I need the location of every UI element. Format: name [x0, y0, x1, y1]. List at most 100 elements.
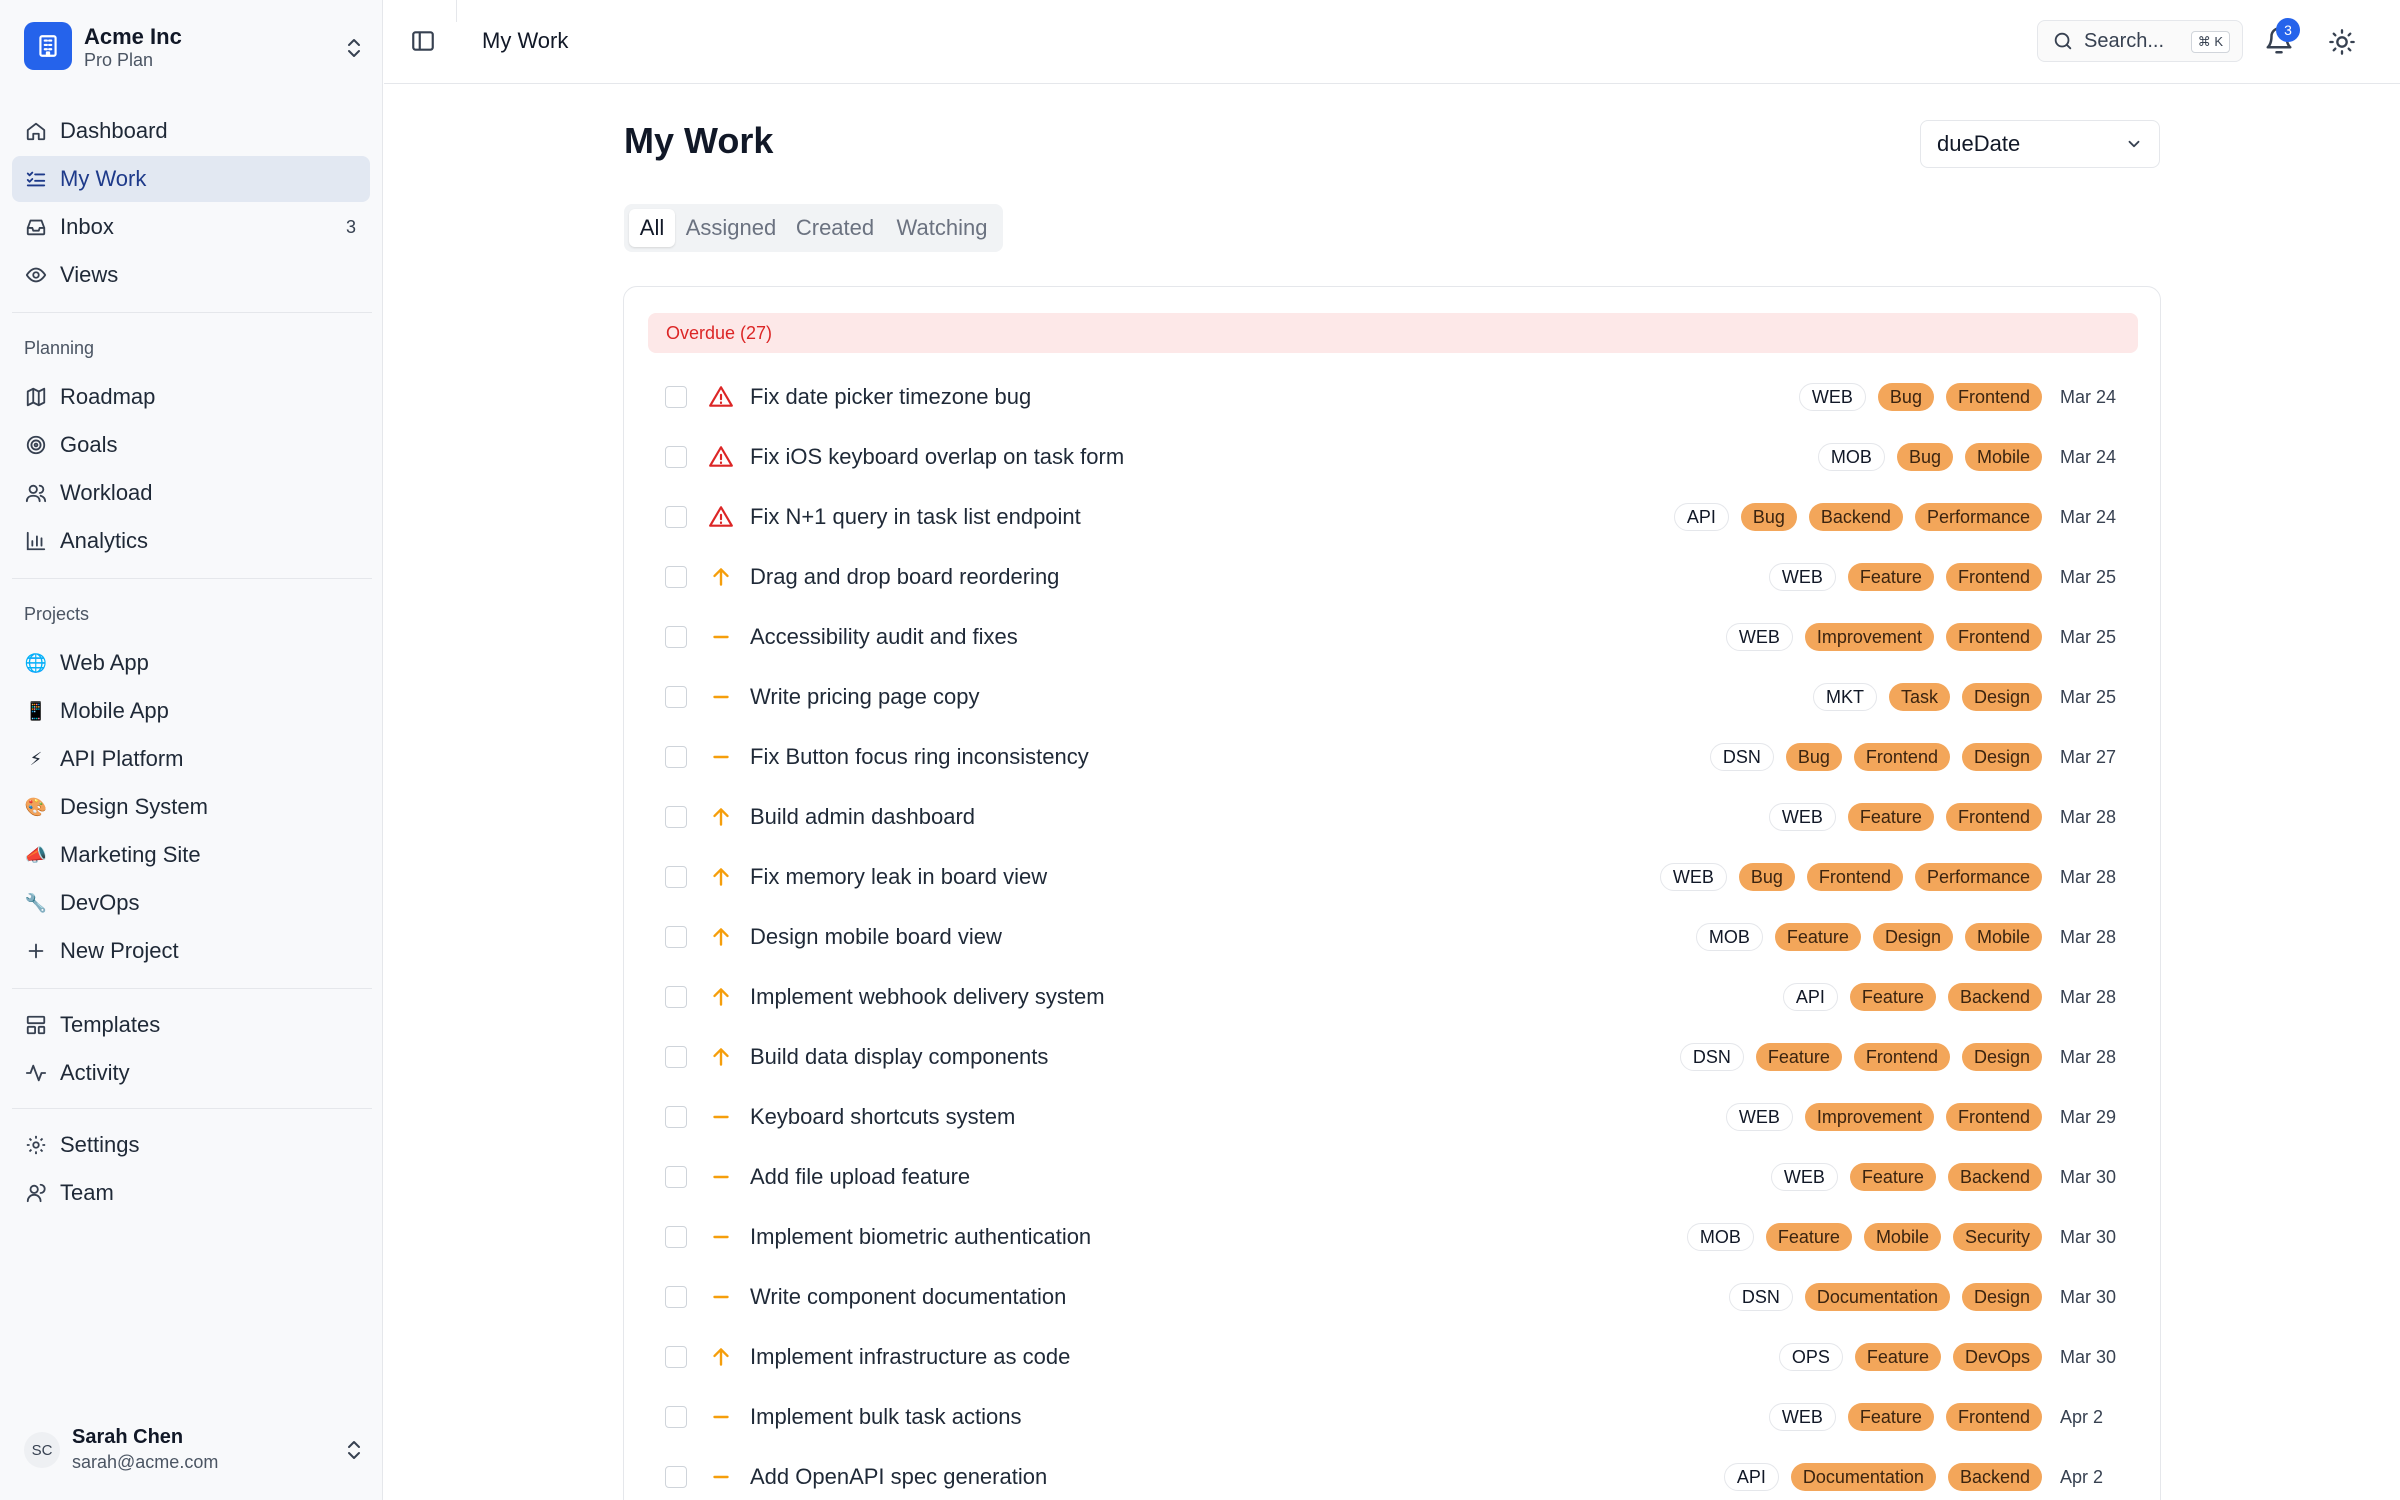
task-checkbox[interactable] — [665, 1406, 687, 1428]
task-checkbox[interactable] — [665, 506, 687, 528]
sidebar-item-my-work[interactable]: My Work — [12, 156, 370, 202]
task-row[interactable]: Build admin dashboard WEB Feature Frontend M… — [624, 787, 2162, 847]
tab-all[interactable]: All — [629, 209, 675, 247]
task-row[interactable]: Fix Button focus ring inconsistency DSN Bu… — [624, 727, 2162, 787]
sun-icon[interactable] — [2328, 28, 2356, 56]
group-header-overdue[interactable]: Overdue (27) — [648, 313, 2138, 353]
task-title[interactable]: Implement biometric authentication — [750, 1224, 1092, 1249]
task-title[interactable]: Accessibility audit and fixes — [750, 624, 1018, 649]
task-checkbox[interactable] — [665, 1046, 687, 1068]
sidebar-item-project-api-platform[interactable]: ⚡ API Platform — [12, 736, 370, 782]
task-title[interactable]: Fix Button focus ring inconsistency — [750, 744, 1089, 769]
task-title[interactable]: Implement bulk task actions — [750, 1404, 1022, 1429]
user-menu[interactable]: SC Sarah Chen sarah@acme.com — [24, 1426, 364, 1478]
task-checkbox[interactable] — [665, 806, 687, 828]
task-title[interactable]: Fix memory leak in board view — [750, 864, 1048, 889]
task-row[interactable]: Implement infrastructure as code OPS Featu… — [624, 1327, 2162, 1387]
task-title[interactable]: Add file upload feature — [750, 1164, 971, 1189]
task-row[interactable]: Fix memory leak in board view WEB Bug Front… — [624, 847, 2162, 907]
task-checkbox[interactable] — [665, 386, 687, 408]
sidebar-item-project-marketing-site[interactable]: 📣 Marketing Site — [12, 832, 370, 878]
task-row[interactable]: Fix N+1 query in task list endpoint API Bu… — [624, 487, 2162, 547]
task-title[interactable]: Write pricing page copy — [750, 684, 980, 709]
task-row[interactable]: Implement bulk task actions WEB Feature Fro… — [624, 1387, 2162, 1447]
task-row[interactable]: Implement webhook delivery system API Feat… — [624, 967, 2162, 1027]
task-title[interactable]: Fix iOS keyboard overlap on task form — [750, 444, 1125, 469]
task-title[interactable]: Keyboard shortcuts system — [750, 1104, 1016, 1129]
task-checkbox[interactable] — [665, 1106, 687, 1128]
task-row[interactable]: Add OpenAPI spec generation API Documentat… — [624, 1447, 2162, 1500]
sidebar-item-project-web-app[interactable]: 🌐 Web App — [12, 640, 370, 686]
task-title[interactable]: Fix date picker timezone bug — [750, 384, 1032, 409]
task-title[interactable]: Fix N+1 query in task list endpoint — [750, 504, 1081, 529]
task-checkbox[interactable] — [665, 626, 687, 648]
task-title[interactable]: Implement infrastructure as code — [750, 1344, 1071, 1369]
task-row[interactable]: Implement biometric authentication MOB Fea… — [624, 1207, 2162, 1267]
sidebar-item-inbox[interactable]: Inbox 3 — [12, 204, 370, 250]
sidebar-item-project-devops[interactable]: 🔧 DevOps — [12, 880, 370, 926]
task-title[interactable]: Drag and drop board reordering — [750, 564, 1060, 589]
sidebar-item-label: Views — [60, 262, 119, 287]
task-title[interactable]: Design mobile board view — [750, 924, 1002, 949]
task-row[interactable]: Write component documentation DSN Document… — [624, 1267, 2162, 1327]
label-badge: Backend — [1947, 1463, 2042, 1491]
task-checkbox[interactable] — [665, 446, 687, 468]
label-badge: Improvement — [1804, 623, 1934, 651]
sidebar-item-activity[interactable]: Activity — [12, 1050, 370, 1096]
task-row[interactable]: Add file upload feature WEB Feature Backend… — [624, 1147, 2162, 1207]
task-row[interactable]: Accessibility audit and fixes WEB Improvem… — [624, 607, 2162, 667]
label-badge: Feature — [1847, 1403, 1934, 1431]
new-project-button[interactable]: New Project — [12, 928, 370, 974]
sidebar-item-workload[interactable]: Workload — [12, 470, 370, 516]
sidebar-toggle-icon[interactable] — [410, 28, 436, 54]
sidebar-item-goals[interactable]: Goals — [12, 422, 370, 468]
task-row[interactable]: Write pricing page copy MKT Task Design Mar … — [624, 667, 2162, 727]
task-title[interactable]: Implement webhook delivery system — [750, 984, 1105, 1009]
inbox-count: 3 — [345, 216, 356, 237]
sidebar-item-templates[interactable]: Templates — [12, 1002, 370, 1048]
task-row[interactable]: Fix date picker timezone bug WEB Bug Fronte… — [624, 367, 2162, 427]
sidebar-item-views[interactable]: Views — [12, 252, 370, 298]
task-row[interactable]: Build data display components DSN Feature F… — [624, 1027, 2162, 1087]
sidebar-item-label: My Work — [60, 166, 147, 191]
task-row[interactable]: Drag and drop board reordering WEB Feature… — [624, 547, 2162, 607]
label-badge: Bug — [1740, 503, 1797, 531]
task-title[interactable]: Build admin dashboard — [750, 804, 976, 829]
sidebar-item-settings[interactable]: Settings — [12, 1122, 370, 1168]
tab-watching[interactable]: Watching — [896, 215, 988, 240]
task-checkbox[interactable] — [665, 926, 687, 948]
sidebar-item-analytics[interactable]: Analytics — [12, 518, 370, 564]
task-checkbox[interactable] — [665, 1166, 687, 1188]
task-title[interactable]: Build data display components — [750, 1044, 1049, 1069]
sort-select[interactable]: dueDate — [1920, 120, 2160, 168]
arrow-up-icon — [708, 984, 734, 1010]
task-checkbox[interactable] — [665, 746, 687, 768]
sidebar-item-project-design-system[interactable]: 🎨 Design System — [12, 784, 370, 830]
task-checkbox[interactable] — [665, 1466, 687, 1488]
task-tags: OPS Feature DevOps Mar 30 — [1778, 1343, 2120, 1371]
task-checkbox[interactable] — [665, 1286, 687, 1308]
search-button[interactable]: Search... ⌘ K — [2037, 20, 2243, 62]
tab-assigned[interactable]: Assigned — [685, 215, 777, 240]
task-row[interactable]: Fix iOS keyboard overlap on task form MOB… — [624, 427, 2162, 487]
sidebar-item-project-mobile-app[interactable]: 📱 Mobile App — [12, 688, 370, 734]
workspace-switcher[interactable]: Acme Inc Pro Plan — [24, 22, 364, 74]
task-checkbox[interactable] — [665, 866, 687, 888]
sidebar-item-dashboard[interactable]: Dashboard — [12, 108, 370, 154]
task-checkbox[interactable] — [665, 686, 687, 708]
task-title[interactable]: Write component documentation — [750, 1284, 1067, 1309]
label-badge: Design — [1961, 1043, 2042, 1071]
task-checkbox[interactable] — [665, 1346, 687, 1368]
task-checkbox[interactable] — [665, 986, 687, 1008]
sidebar-item-roadmap[interactable]: Roadmap — [12, 374, 370, 420]
task-title[interactable]: Add OpenAPI spec generation — [750, 1464, 1048, 1489]
tab-created[interactable]: Created — [795, 215, 875, 240]
task-checkbox[interactable] — [665, 1226, 687, 1248]
palette-icon: 🎨 — [24, 797, 48, 817]
sidebar-item-label: Analytics — [60, 528, 149, 553]
task-row[interactable]: Design mobile board view MOB Feature Design… — [624, 907, 2162, 967]
task-checkbox[interactable] — [665, 566, 687, 588]
task-row[interactable]: Keyboard shortcuts system WEB Improvement F… — [624, 1087, 2162, 1147]
sidebar-item-team[interactable]: Team — [12, 1170, 370, 1216]
label-badge: Frontend — [1806, 863, 1903, 891]
